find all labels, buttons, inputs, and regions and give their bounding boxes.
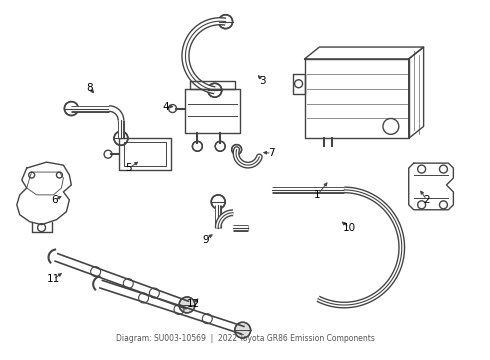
Text: 12: 12 bbox=[187, 299, 200, 309]
Circle shape bbox=[215, 141, 225, 151]
Text: 11: 11 bbox=[47, 274, 60, 284]
Circle shape bbox=[179, 297, 195, 313]
Circle shape bbox=[169, 105, 176, 113]
Text: 8: 8 bbox=[86, 83, 93, 93]
Text: 2: 2 bbox=[423, 195, 430, 205]
Text: 9: 9 bbox=[202, 234, 209, 244]
Circle shape bbox=[235, 322, 250, 338]
Text: 6: 6 bbox=[51, 195, 58, 205]
Text: Diagram: SU003-10569  |  2022 Toyota GR86 Emission Components: Diagram: SU003-10569 | 2022 Toyota GR86 … bbox=[116, 334, 374, 343]
Circle shape bbox=[114, 131, 128, 145]
Text: 3: 3 bbox=[260, 76, 266, 86]
Circle shape bbox=[232, 145, 242, 154]
Circle shape bbox=[193, 141, 202, 151]
Text: 7: 7 bbox=[269, 148, 275, 158]
Text: 5: 5 bbox=[125, 163, 132, 173]
Circle shape bbox=[208, 83, 221, 97]
Circle shape bbox=[64, 102, 78, 116]
Circle shape bbox=[211, 195, 225, 209]
Text: 1: 1 bbox=[314, 190, 321, 200]
Text: 10: 10 bbox=[343, 222, 356, 233]
Circle shape bbox=[219, 15, 233, 28]
Text: 4: 4 bbox=[162, 102, 169, 112]
